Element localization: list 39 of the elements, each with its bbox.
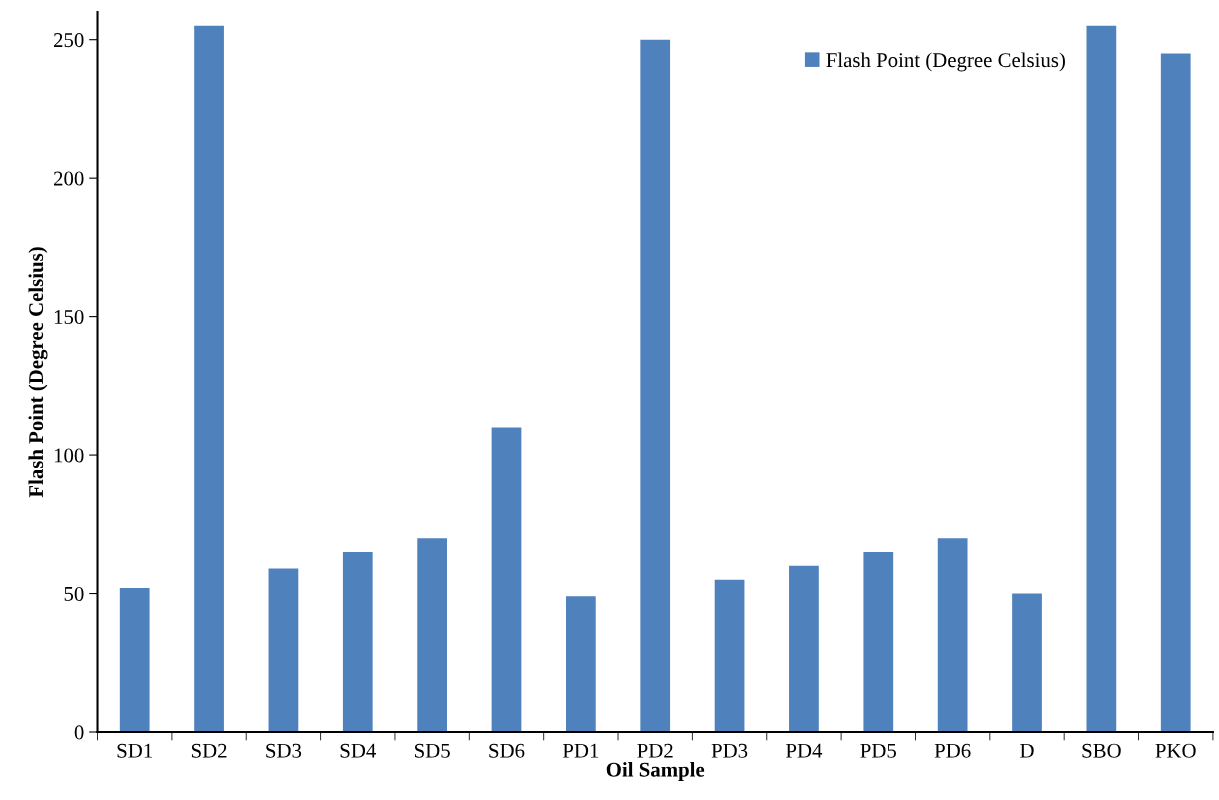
y-tick-label: 100 bbox=[54, 448, 84, 463]
y-axis-title: Flash Point (Degree Celsius) bbox=[28, 247, 48, 498]
bar bbox=[1012, 593, 1042, 732]
x-tick-label: SBO bbox=[1082, 743, 1121, 758]
x-tick-label: SD4 bbox=[340, 743, 376, 758]
x-tick-label: SD1 bbox=[117, 743, 152, 758]
x-tick-label: PD6 bbox=[934, 743, 971, 758]
x-tick-label: SD5 bbox=[415, 743, 450, 758]
x-axis-title: Oil Sample bbox=[606, 762, 705, 781]
bar bbox=[417, 538, 448, 732]
x-tick-label: D bbox=[1020, 743, 1034, 758]
bar bbox=[789, 565, 819, 732]
x-tick-label: PD4 bbox=[786, 743, 823, 758]
bar bbox=[194, 25, 224, 732]
bar bbox=[119, 588, 150, 732]
bar bbox=[640, 39, 671, 732]
bar bbox=[1086, 25, 1117, 732]
x-tick-label: SD3 bbox=[266, 743, 302, 758]
bar bbox=[565, 596, 596, 732]
x-tick-label: PD2 bbox=[637, 743, 673, 758]
x-tick-label: PD5 bbox=[860, 743, 896, 758]
bar bbox=[491, 427, 522, 732]
x-tick-label: PKO bbox=[1155, 743, 1196, 758]
y-tick-label: 250 bbox=[53, 33, 84, 48]
y-tick-label: 200 bbox=[53, 171, 84, 186]
y-tick-label: 150 bbox=[54, 309, 84, 325]
bar bbox=[1160, 53, 1191, 732]
x-tick-label: SD2 bbox=[191, 743, 227, 758]
x-tick-label: PD1 bbox=[562, 743, 599, 758]
bar bbox=[937, 538, 968, 732]
legend-label: Flash Point (Degree Celsius) bbox=[826, 52, 1065, 72]
y-tick-label: 0 bbox=[74, 725, 84, 740]
y-tick-label: 50 bbox=[64, 586, 84, 601]
x-tick-label: PD3 bbox=[711, 743, 748, 758]
bar bbox=[342, 552, 373, 732]
bar bbox=[863, 552, 894, 732]
x-tick-label: SD6 bbox=[489, 743, 525, 758]
bar bbox=[268, 568, 299, 732]
bar bbox=[714, 579, 745, 732]
